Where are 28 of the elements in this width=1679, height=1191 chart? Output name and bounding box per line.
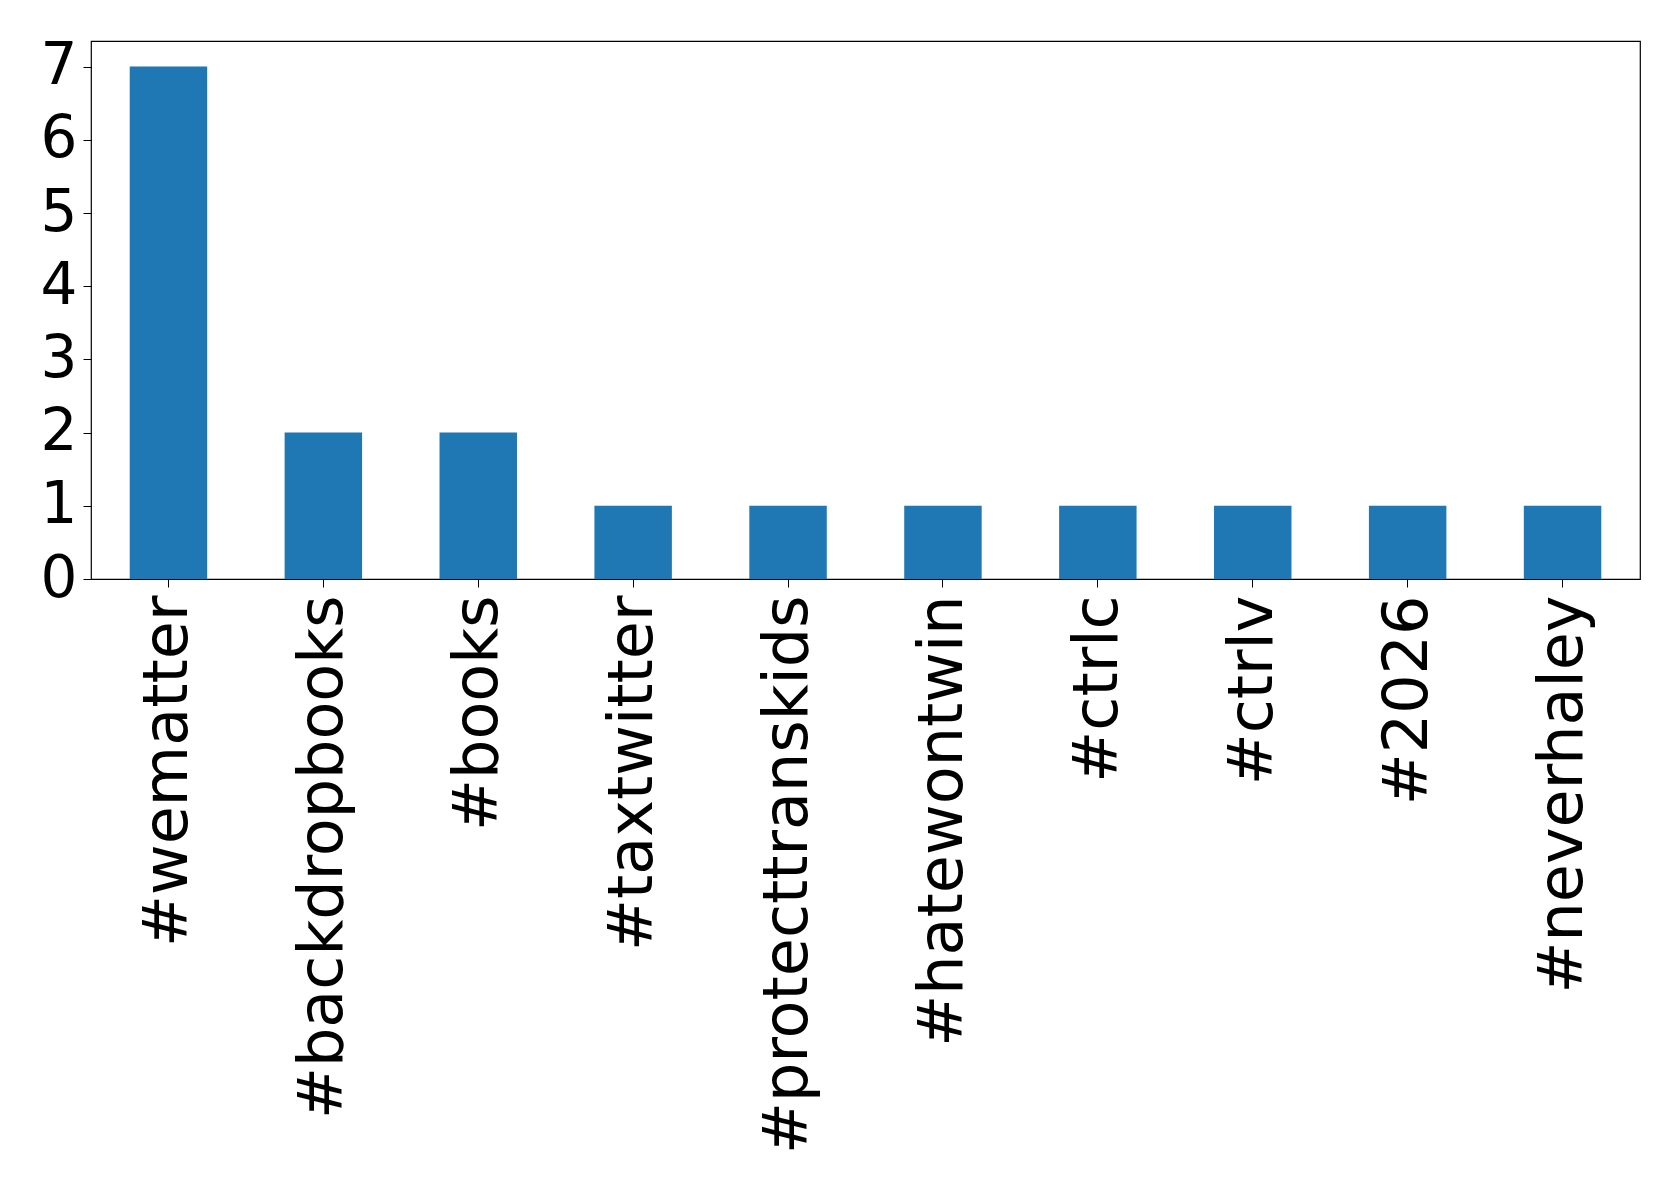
bar	[749, 505, 827, 579]
y-tick-label: 2	[40, 396, 78, 465]
y-tick-label: 6	[40, 103, 78, 172]
x-tick-label: #taxtwitter	[594, 595, 668, 951]
x-tick-label: #hatewontwin	[903, 595, 977, 1047]
y-tick-label: 5	[40, 176, 78, 245]
bar	[129, 66, 208, 579]
y-tick-label: 4	[40, 249, 78, 318]
bar	[904, 505, 982, 579]
x-tick-label: #protecttranskids	[749, 595, 823, 1154]
bar	[594, 505, 672, 579]
x-tick-label: #wematter	[129, 595, 203, 947]
y-tick-label: 7	[40, 30, 78, 99]
bar	[1368, 505, 1447, 579]
y-tick-label: 1	[40, 469, 78, 538]
y-tick-label: 0	[40, 542, 78, 611]
x-tick-label: #2026	[1368, 595, 1442, 806]
bar	[1059, 505, 1137, 579]
x-tick-label: #backdropbooks	[284, 595, 358, 1119]
x-tick-label: #ctrlv	[1213, 595, 1287, 786]
x-tick-label: #neverhaley	[1523, 595, 1597, 994]
bar	[439, 432, 517, 579]
x-tick-label: #ctrlc	[1058, 595, 1132, 783]
x-tick-label: #books	[439, 595, 513, 831]
bar	[1523, 505, 1602, 579]
bar	[1214, 505, 1292, 579]
y-tick-label: 3	[40, 322, 78, 391]
bar	[284, 432, 363, 579]
